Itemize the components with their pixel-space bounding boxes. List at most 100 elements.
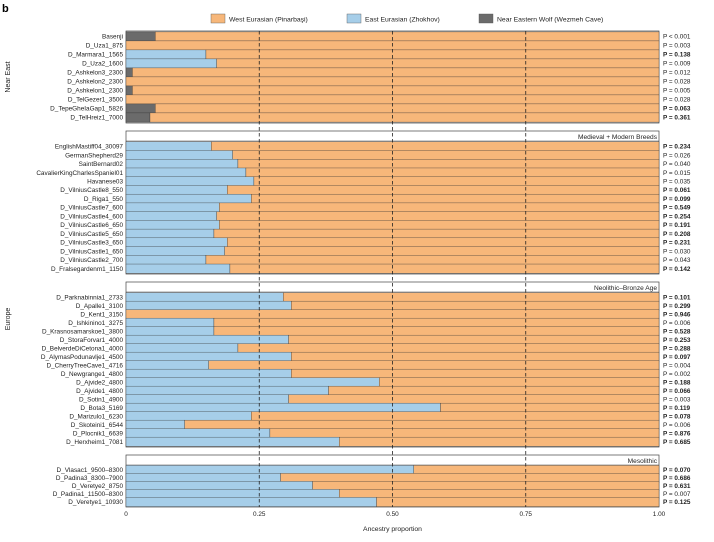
bar-east [125,202,220,213]
table-row: D_Plocnik1_6639 P = 0.876 [73,428,691,439]
p-value: P = 0.876 [663,430,691,437]
p-value: P = 0.119 [663,405,691,412]
row-label: D_Plocnik1_6639 [73,430,124,437]
row-label: Havanese03 [87,179,123,186]
bar-east [125,377,380,388]
row-label: D_Sotin1_4900 [79,396,124,403]
section-title: Mesolithic [628,458,658,465]
legend-swatch-west [210,13,226,24]
p-value: P = 0.063 [663,106,691,113]
row-label: D_Marmara1_1565 [68,52,124,59]
group-label: Europe [5,308,12,331]
bar-west [245,167,660,178]
p-value: P = 0.138 [663,52,691,59]
row-label: D_Herxheim1_7081 [66,439,123,446]
table-row: D_TelHreiz1_7000 P = 0.361 [70,112,691,123]
bar-west [339,489,660,499]
bar-east [125,150,233,160]
bar-west [291,300,660,311]
p-value: P = 0.234 [663,144,691,151]
bar-west [155,31,660,42]
row-label: D_Newgrange1_4800 [61,371,124,378]
bar-west [251,193,660,204]
bar-west [132,67,660,78]
row-label: D_AlymasPodunavlje1_4500 [41,354,124,361]
legend-swatch-east [346,13,362,24]
row-label: D_TelHreiz1_7000 [70,115,123,122]
table-row: GermanShepherd29 P = 0.026 [65,150,691,160]
bar-west [205,255,660,265]
bar-west [149,112,660,123]
bar-east [125,368,292,379]
p-value: P = 0.028 [663,97,691,104]
bar-west [229,263,660,274]
bar-west [253,176,660,187]
bar-wolf [125,31,156,42]
row-label: CavalierKingCharlesSpaniel01 [36,170,123,177]
bar-east [125,237,228,248]
table-row: D_Padina3_8300–7900 P = 0.686 [56,473,691,483]
legend-label-wolf: Near Eastern Wolf (Wezmeh Cave) [497,17,603,24]
bar-east [125,58,217,69]
row-label: D_Skoteini1_6544 [71,422,124,429]
section-1: Medieval + Modern BreedsEnglishMastiff04… [36,130,691,275]
bar-west [213,317,660,328]
row-label: D_Riga1_550 [84,196,124,203]
p-value: P = 0.549 [663,205,691,212]
table-row: SaintBernard02 P = 0.040 [79,159,691,169]
table-row: D_Krasnosamarskoe1_3800 P = 0.528 [42,326,691,337]
bar-west [312,481,660,491]
bar-west [208,360,660,371]
bar-east [125,49,207,60]
table-row: D_VilniusCastle8_550 P = 0.061 [60,185,691,195]
table-row: D_VilniusCastle5_650 P = 0.208 [60,228,691,239]
p-value: P < 0.001 [663,34,691,41]
table-row: D_Sotin1_4900 P = 0.003 [79,394,691,405]
p-value: P = 0.061 [663,187,691,194]
bar-west [288,334,660,345]
bar-east [125,159,239,169]
bar-west [339,436,660,447]
bar-wolf [125,112,151,123]
row-label: D_VilniusCastle5_650 [60,231,123,238]
table-row: D_Uza2_1600 P = 0.009 [82,58,691,69]
p-value: P = 0.191 [663,222,691,229]
p-value: P = 0.097 [663,354,691,361]
bar-east [125,334,289,345]
p-value: P = 0.070 [663,467,691,474]
row-label: D_Veretye1_10930 [68,499,123,506]
bar-west [213,326,660,337]
bar-east [125,497,377,507]
row-label: D_Krasnosamarskoe1_3800 [42,328,123,335]
p-value: P = 0.002 [663,371,691,378]
bar-east [125,263,231,274]
bar-wolf [125,85,133,96]
row-label: D_Vlasac1_9500–8300 [57,467,124,474]
bar-east [125,246,225,256]
p-value: P = 0.631 [663,483,691,490]
p-value: P = 0.030 [663,248,691,255]
p-value: P = 0.026 [663,152,691,159]
p-value: P = 0.043 [663,257,691,264]
legend-label-west: West Eurasian (Pinarbaşi) [229,17,308,24]
table-row: D_Veretye1_10930 P = 0.125 [68,497,691,507]
table-row: D_Veretye2_8750 P = 0.631 [72,481,691,491]
bar-east [125,167,247,178]
bar-east [125,343,239,354]
table-row: D_VilniusCastle2_700 P = 0.043 [60,255,691,265]
p-value: P = 0.946 [663,311,691,318]
bar-east [125,481,313,491]
table-row: D_Marizulo1_6230 P = 0.078 [69,411,691,422]
row-label: D_Veretye2_8750 [72,483,124,490]
p-value: P = 0.685 [663,439,691,446]
bar-east [125,465,414,475]
row-label: D_Uza1_875 [86,43,124,50]
row-label: D_Ashkelon2_2300 [67,79,123,86]
table-row: D_Padina1_11500–8300 P = 0.007 [53,489,691,499]
panel-label: b [2,3,9,15]
row-label: D_VilniusCastle3_650 [60,240,123,247]
bar-east [125,326,215,337]
bar-east [125,193,252,204]
bar-east [125,185,228,195]
row-label: D_Kent1_3150 [80,311,123,318]
